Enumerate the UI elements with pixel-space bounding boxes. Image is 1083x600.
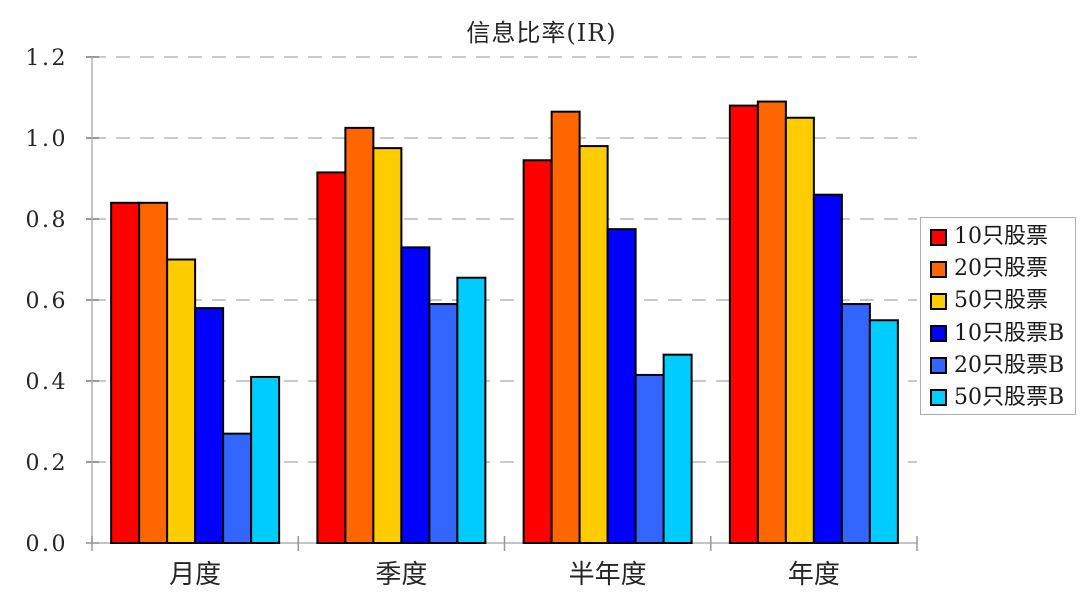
bar-20只股票B-月度 <box>222 432 253 544</box>
x-category-label: 月度 <box>169 560 221 590</box>
legend-label: 50只股票 <box>954 288 1048 314</box>
legend-item: 10只股票 <box>930 221 1075 253</box>
legend-label: 10只股票 <box>954 224 1048 250</box>
y-axis-tick-label: 0.0 <box>26 532 69 557</box>
y-axis-tick-label: 0.6 <box>26 289 69 314</box>
x-category-label: 季度 <box>375 560 427 590</box>
legend: 10只股票 20只股票 50只股票 10只股票B 20只股票B 50只股票B <box>920 217 1076 415</box>
chart-title: 信息比率(IR) <box>466 19 617 47</box>
bar-20只股票B-年度 <box>840 303 871 544</box>
bar-10只股票-半年度 <box>522 159 553 544</box>
legend-swatch <box>930 292 947 310</box>
legend-item: 10只股票B <box>930 318 1075 350</box>
bar-50只股票B-季度 <box>456 276 487 544</box>
legend-label: 50只股票B <box>954 384 1065 410</box>
x-category-label: 半年度 <box>569 560 647 590</box>
bar-20只股票-季度 <box>344 126 375 544</box>
legend-swatch <box>930 357 947 375</box>
bar-10只股票B-半年度 <box>606 228 637 544</box>
bar-20只股票B-季度 <box>428 303 459 544</box>
bar-20只股票-月度 <box>138 201 169 545</box>
bar-50只股票B-半年度 <box>662 353 693 544</box>
bar-50只股票B-年度 <box>868 319 899 544</box>
bar-20只股票-年度 <box>756 100 787 545</box>
bar-50只股票-年度 <box>784 116 815 544</box>
legend-swatch <box>930 260 947 278</box>
bar-50只股票-月度 <box>166 258 197 544</box>
y-axis-tick-label: 1.0 <box>26 127 69 152</box>
y-axis-tick-label: 0.4 <box>26 370 69 395</box>
bar-50只股票-季度 <box>372 147 403 544</box>
bar-20只股票B-半年度 <box>634 373 665 544</box>
y-axis-tick-label: 0.8 <box>26 208 69 233</box>
x-category-label: 年度 <box>788 560 840 590</box>
bar-10只股票-月度 <box>110 201 141 545</box>
bar-50只股票-半年度 <box>578 145 609 544</box>
legend-swatch <box>930 325 947 343</box>
bar-10只股票B-年度 <box>812 193 843 544</box>
bar-10只股票-季度 <box>316 171 347 545</box>
legend-label: 10只股票B <box>954 320 1065 346</box>
legend-item: 50只股票B <box>930 382 1075 414</box>
bar-20只股票-半年度 <box>550 110 581 545</box>
bar-10只股票-年度 <box>728 104 759 544</box>
legend-item: 50只股票 <box>930 285 1075 317</box>
bar-50只股票B-月度 <box>250 375 281 545</box>
bar-10只股票B-月度 <box>194 307 225 544</box>
legend-item: 20只股票B <box>930 350 1075 382</box>
legend-swatch <box>930 228 947 246</box>
y-axis-tick-label: 1.2 <box>26 46 69 71</box>
legend-swatch <box>930 389 947 407</box>
legend-label: 20只股票B <box>954 352 1065 378</box>
legend-item: 20只股票 <box>930 253 1075 285</box>
y-axis-tick-label: 0.2 <box>26 451 69 476</box>
bar-10只股票B-季度 <box>400 246 431 544</box>
legend-label: 20只股票 <box>954 256 1048 282</box>
